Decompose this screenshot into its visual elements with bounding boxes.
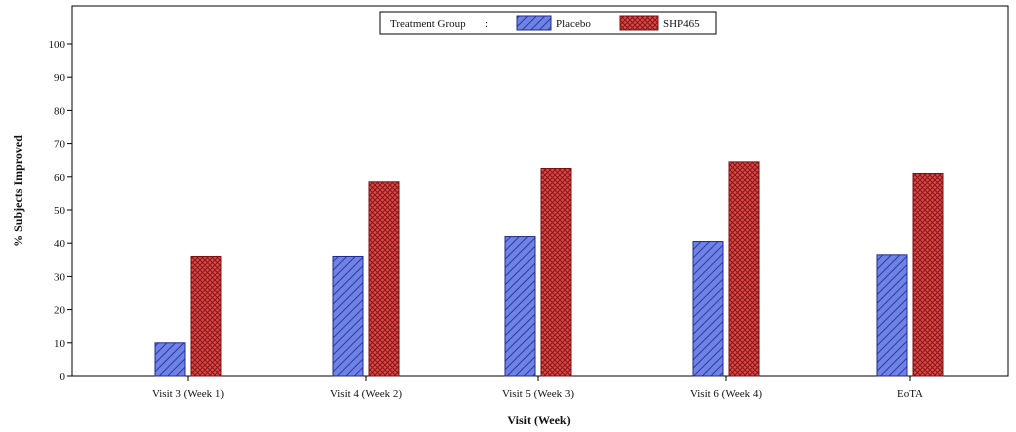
bar-shp465: [190, 255, 222, 377]
bar-shp465: [368, 181, 400, 377]
y-tick-label: 40: [54, 238, 66, 250]
x-tick-label: EoTA: [897, 388, 923, 400]
bar-placebo: [504, 236, 536, 377]
y-tick-label: 70: [54, 139, 66, 151]
x-tick-label: Visit 5 (Week 3): [502, 388, 574, 400]
bar-placebo: [154, 342, 186, 377]
x-axis: Visit 3 (Week 1) Visit 4 (Week 2) Visit 5 …: [152, 376, 923, 400]
legend-label-shp465: SHP465: [663, 18, 700, 30]
y-tick-label: 60: [54, 172, 66, 184]
bar-placebo: [876, 254, 908, 377]
legend-swatch-shp465: [619, 15, 659, 31]
x-tick-label: Visit 6 (Week 4): [690, 388, 762, 400]
legend-label-placebo: Placebo: [556, 18, 591, 30]
legend-swatch-placebo: [516, 15, 552, 31]
bar-placebo: [332, 255, 364, 377]
x-axis-title: Visit (Week): [507, 413, 570, 427]
y-tick-label: 10: [54, 338, 66, 350]
y-tick-label: 0: [60, 371, 66, 383]
bar-shp465: [912, 172, 944, 377]
y-tick-label: 30: [54, 271, 66, 283]
bars-layer: [154, 161, 944, 377]
y-tick-label: 90: [54, 72, 66, 84]
legend-title: Treatment Group: [390, 18, 466, 30]
plot-frame: [71, 5, 1009, 377]
legend: Treatment Group : Placebo SHP465: [379, 11, 717, 35]
y-tick-label: 80: [54, 105, 66, 117]
y-axis-title: % Subjects Improved: [11, 135, 25, 247]
bar-placebo: [692, 241, 724, 377]
y-axis: 0 10 20 30 40 50 60 70 80 90 100: [49, 39, 72, 383]
x-tick-label: Visit 3 (Week 1): [152, 388, 224, 400]
legend-title-colon: :: [485, 18, 488, 30]
y-tick-label: 50: [54, 205, 66, 217]
bar-shp465: [728, 161, 760, 377]
y-tick-label: 20: [54, 305, 66, 317]
y-tick-label: 100: [49, 39, 66, 51]
bar-shp465: [540, 168, 572, 377]
x-tick-label: Visit 4 (Week 2): [330, 388, 402, 400]
